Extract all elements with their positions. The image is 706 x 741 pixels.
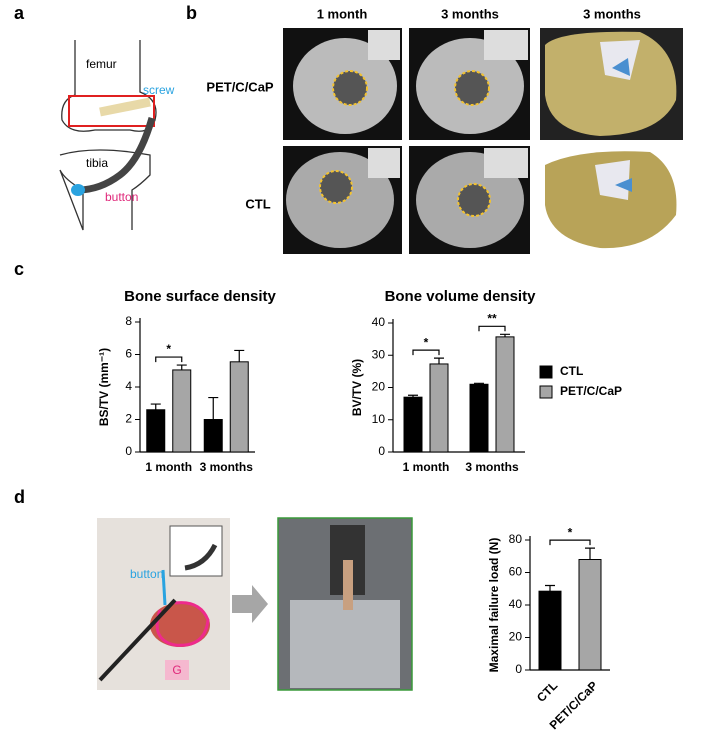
knee-label: tibia	[86, 156, 108, 170]
significance-bracket	[155, 356, 183, 363]
x-tick-label: 1 month	[403, 460, 450, 474]
knee-label: femur	[86, 57, 117, 71]
column-header: 3 months	[441, 6, 499, 21]
row-header: CTL	[245, 196, 270, 211]
y-tick-label: 20	[509, 630, 523, 644]
x-tick-label: CTL	[534, 678, 560, 704]
panel-label: c	[14, 259, 24, 279]
error-bar	[408, 394, 418, 398]
y-axis-label: BS/TV (mm⁻¹)	[97, 348, 111, 426]
significance-bracket	[549, 539, 591, 546]
significance-bracket	[412, 349, 440, 356]
row-header: PET/C/CaP	[206, 79, 274, 94]
y-tick-label: 80	[509, 532, 523, 546]
error-bar	[474, 382, 484, 385]
y-tick-label: 2	[125, 412, 132, 426]
legend-swatch	[539, 385, 553, 399]
y-tick-label: 40	[509, 597, 523, 611]
photo-label: button	[130, 567, 163, 581]
bar	[429, 363, 449, 453]
photo-label: G	[172, 663, 181, 677]
y-tick-label: 0	[125, 444, 132, 458]
chart-title: Bone surface density	[124, 288, 276, 305]
bar	[469, 383, 489, 453]
y-tick-label: 6	[125, 347, 132, 361]
knee-label: screw	[143, 83, 175, 97]
error-bar	[150, 403, 161, 410]
x-tick-label: 3 months	[200, 460, 254, 474]
significance-label: *	[166, 342, 171, 356]
x-tick-label: 3 months	[465, 460, 519, 474]
column-header: 1 month	[317, 6, 368, 21]
error-bar	[234, 349, 245, 362]
bar	[146, 409, 166, 453]
bar	[203, 419, 223, 453]
error-bar	[434, 357, 444, 364]
legend-label: PET/C/CaP	[560, 384, 622, 398]
error-bar	[176, 364, 187, 370]
bar	[538, 590, 562, 671]
panel-label: d	[14, 487, 25, 507]
x-tick-label: 1 month	[145, 460, 192, 474]
chart-title: Bone volume density	[385, 288, 537, 305]
bar	[403, 396, 423, 453]
y-tick-label: 60	[509, 565, 523, 579]
y-tick-label: 0	[378, 444, 385, 458]
y-tick-label: 4	[125, 379, 132, 393]
y-tick-label: 20	[372, 380, 386, 394]
column-header: 3 months	[583, 6, 641, 21]
button-icon	[71, 184, 85, 196]
y-tick-label: 8	[125, 314, 132, 328]
error-bar	[585, 547, 595, 560]
significance-label: *	[568, 525, 573, 539]
y-axis-label: BV/TV (%)	[350, 359, 364, 416]
bar	[229, 361, 249, 453]
photos	[97, 517, 413, 691]
ct-images	[283, 28, 683, 254]
y-tick-label: 10	[372, 412, 386, 426]
panel-label: a	[14, 3, 25, 23]
legend-label: CTL	[560, 364, 583, 378]
y-tick-label: 40	[372, 315, 386, 329]
bar	[578, 559, 602, 671]
error-bar	[545, 584, 555, 592]
bar	[495, 336, 515, 453]
significance-label: *	[424, 335, 429, 349]
y-tick-label: 0	[515, 662, 522, 676]
knee-label: button	[105, 190, 138, 204]
error-bar	[208, 396, 219, 420]
panel-label: b	[186, 3, 197, 23]
significance-label: **	[487, 311, 497, 325]
legend-swatch	[539, 365, 553, 379]
significance-bracket	[478, 325, 506, 332]
y-tick-label: 30	[372, 347, 386, 361]
bar	[172, 369, 192, 453]
y-axis-label: Maximal failure load (N)	[487, 538, 501, 673]
error-bar	[500, 333, 510, 337]
